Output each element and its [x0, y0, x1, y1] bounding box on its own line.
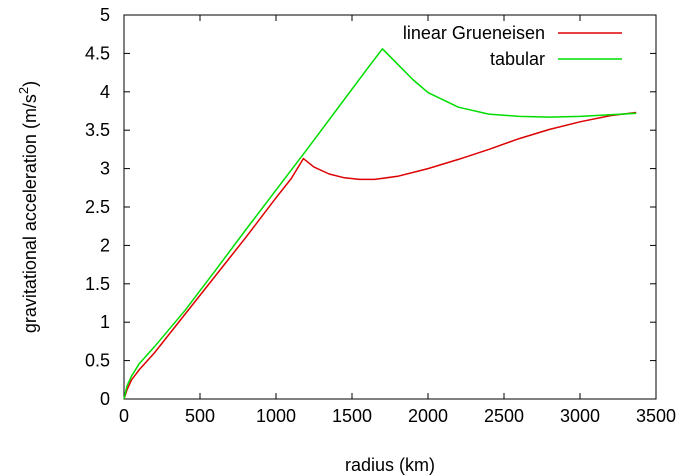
x-tick-label: 2500 [484, 406, 524, 426]
y-tick-label: 2 [100, 235, 110, 255]
series-line-tabular [123, 48, 637, 400]
legend-label-linear-grueneisen: linear Grueneisen [403, 23, 545, 43]
y-tick-label: 3 [100, 159, 110, 179]
y-tick-labels: 0 0.5 1 1.5 2 2.5 3 3.5 4 4.5 5 [85, 5, 110, 409]
series-lines [123, 48, 637, 400]
y-axis-title-sup: 2 [16, 87, 31, 94]
y-axis-title: gravitational acceleration (m/s2) [16, 81, 40, 333]
x-tick-label: 0 [119, 406, 129, 426]
y-tick-label: 4 [100, 82, 110, 102]
y-tick-label: 5 [100, 5, 110, 25]
y-tick-label: 0.5 [85, 351, 110, 371]
y-tick-label: 4.5 [85, 43, 110, 63]
legend: linear Grueneisen tabular [403, 23, 622, 69]
x-tick-label: 500 [185, 406, 215, 426]
y-tick-label: 1 [100, 312, 110, 332]
y-tick-label: 3.5 [85, 120, 110, 140]
x-tick-label: 1000 [256, 406, 296, 426]
y-tick-label: 1.5 [85, 274, 110, 294]
series-line-linear-grueneisen [123, 111, 637, 400]
y-axis-title-main: gravitational acceleration (m/s [20, 94, 40, 333]
x-tick-label: 3000 [560, 406, 600, 426]
plot-frame [123, 14, 657, 400]
y-tick-label: 2.5 [85, 197, 110, 217]
tick-marks [123, 14, 657, 400]
x-tick-label: 1500 [332, 406, 372, 426]
y-axis-title-end: ) [20, 81, 40, 87]
x-tick-label: 3500 [636, 406, 676, 426]
x-tick-labels: 0 500 1000 1500 2000 2500 3000 3500 [119, 406, 676, 426]
x-axis-title: radius (km) [345, 455, 435, 475]
y-tick-label: 0 [100, 389, 110, 409]
legend-label-tabular: tabular [490, 49, 545, 69]
x-tick-label: 2000 [408, 406, 448, 426]
